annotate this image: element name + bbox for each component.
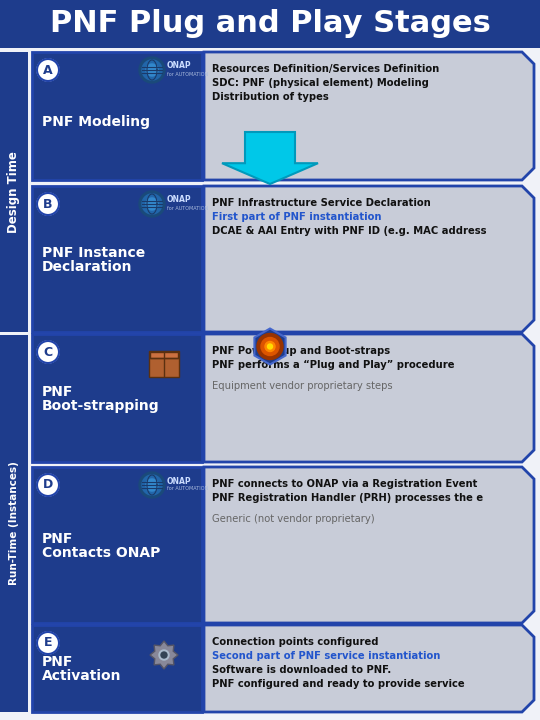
- Circle shape: [146, 64, 158, 76]
- Text: PNF configured and ready to provide service: PNF configured and ready to provide serv…: [212, 679, 464, 689]
- Circle shape: [261, 338, 279, 356]
- Text: PNF: PNF: [42, 532, 73, 546]
- Circle shape: [139, 57, 165, 83]
- Text: SDC: PNF (physical element) Modeling: SDC: PNF (physical element) Modeling: [212, 78, 429, 88]
- Text: Resources Definition/Services Definition: Resources Definition/Services Definition: [212, 64, 439, 74]
- Circle shape: [142, 475, 162, 495]
- Circle shape: [257, 333, 283, 359]
- Polygon shape: [204, 625, 534, 712]
- Text: Second part of PNF service instantiation: Second part of PNF service instantiation: [212, 651, 441, 661]
- FancyBboxPatch shape: [0, 48, 540, 720]
- Circle shape: [159, 650, 169, 660]
- Text: Boot-strapping: Boot-strapping: [42, 399, 160, 413]
- Text: C: C: [43, 346, 52, 359]
- Text: Contacts ONAP: Contacts ONAP: [42, 546, 160, 560]
- FancyBboxPatch shape: [32, 52, 202, 180]
- Circle shape: [139, 472, 165, 498]
- Circle shape: [37, 59, 59, 81]
- Text: PNF: PNF: [42, 655, 73, 670]
- Text: Design Time: Design Time: [8, 151, 21, 233]
- Text: PNF: PNF: [42, 385, 73, 399]
- Text: Run-Time (Instances): Run-Time (Instances): [9, 462, 19, 585]
- Circle shape: [142, 194, 162, 214]
- Polygon shape: [204, 52, 534, 180]
- Text: A: A: [43, 63, 53, 76]
- Text: DCAE & AAI Entry with PNF ID (e.g. MAC address: DCAE & AAI Entry with PNF ID (e.g. MAC a…: [212, 226, 487, 236]
- FancyBboxPatch shape: [150, 352, 178, 358]
- Text: PNF Infrastructure Service Declaration: PNF Infrastructure Service Declaration: [212, 198, 431, 208]
- Text: PNF Powers up and Boot-straps: PNF Powers up and Boot-straps: [212, 346, 390, 356]
- Circle shape: [265, 341, 275, 351]
- FancyBboxPatch shape: [0, 0, 540, 48]
- Text: Software is downloaded to PNF.: Software is downloaded to PNF.: [212, 665, 392, 675]
- Text: PNF Modeling: PNF Modeling: [42, 115, 150, 129]
- FancyBboxPatch shape: [32, 334, 202, 462]
- Polygon shape: [254, 328, 286, 364]
- Text: PNF connects to ONAP via a Registration Event: PNF connects to ONAP via a Registration …: [212, 479, 477, 489]
- Text: for AUTOMATION: for AUTOMATION: [167, 71, 208, 76]
- Polygon shape: [150, 641, 178, 669]
- Text: for AUTOMATION: for AUTOMATION: [167, 487, 208, 492]
- Circle shape: [37, 341, 59, 363]
- Text: Connection points configured: Connection points configured: [212, 637, 379, 647]
- Circle shape: [146, 198, 158, 210]
- Circle shape: [37, 193, 59, 215]
- Circle shape: [267, 344, 273, 349]
- FancyBboxPatch shape: [0, 52, 28, 332]
- Polygon shape: [204, 186, 534, 332]
- Polygon shape: [204, 334, 534, 462]
- Text: Distribution of types: Distribution of types: [212, 92, 329, 102]
- Text: ONAP: ONAP: [167, 477, 192, 485]
- FancyBboxPatch shape: [0, 335, 28, 712]
- Circle shape: [146, 479, 158, 491]
- Text: PNF performs a “Plug and Play” procedure: PNF performs a “Plug and Play” procedure: [212, 360, 455, 370]
- Text: Activation: Activation: [42, 670, 122, 683]
- Circle shape: [142, 60, 162, 80]
- Circle shape: [37, 474, 59, 496]
- Text: for AUTOMATION: for AUTOMATION: [167, 205, 208, 210]
- Text: ONAP: ONAP: [167, 61, 192, 71]
- Text: PNF Instance: PNF Instance: [42, 246, 145, 260]
- Circle shape: [37, 632, 59, 654]
- Text: B: B: [43, 197, 53, 210]
- Circle shape: [139, 191, 165, 217]
- Text: Generic (not vendor proprietary): Generic (not vendor proprietary): [212, 514, 375, 524]
- Text: E: E: [44, 636, 52, 649]
- Circle shape: [161, 652, 167, 658]
- Text: PNF Registration Handler (PRH) processes the e: PNF Registration Handler (PRH) processes…: [212, 493, 483, 503]
- Text: PNF Plug and Play Stages: PNF Plug and Play Stages: [50, 9, 490, 38]
- Text: Equipment vendor proprietary steps: Equipment vendor proprietary steps: [212, 381, 393, 391]
- Text: First part of PNF instantiation: First part of PNF instantiation: [212, 212, 381, 222]
- Text: ONAP: ONAP: [167, 196, 192, 204]
- FancyBboxPatch shape: [149, 351, 179, 377]
- Polygon shape: [222, 132, 318, 184]
- FancyBboxPatch shape: [32, 625, 202, 712]
- FancyBboxPatch shape: [32, 467, 202, 623]
- Text: Declaration: Declaration: [42, 260, 132, 274]
- Text: D: D: [43, 479, 53, 492]
- FancyBboxPatch shape: [32, 186, 202, 332]
- Polygon shape: [204, 467, 534, 623]
